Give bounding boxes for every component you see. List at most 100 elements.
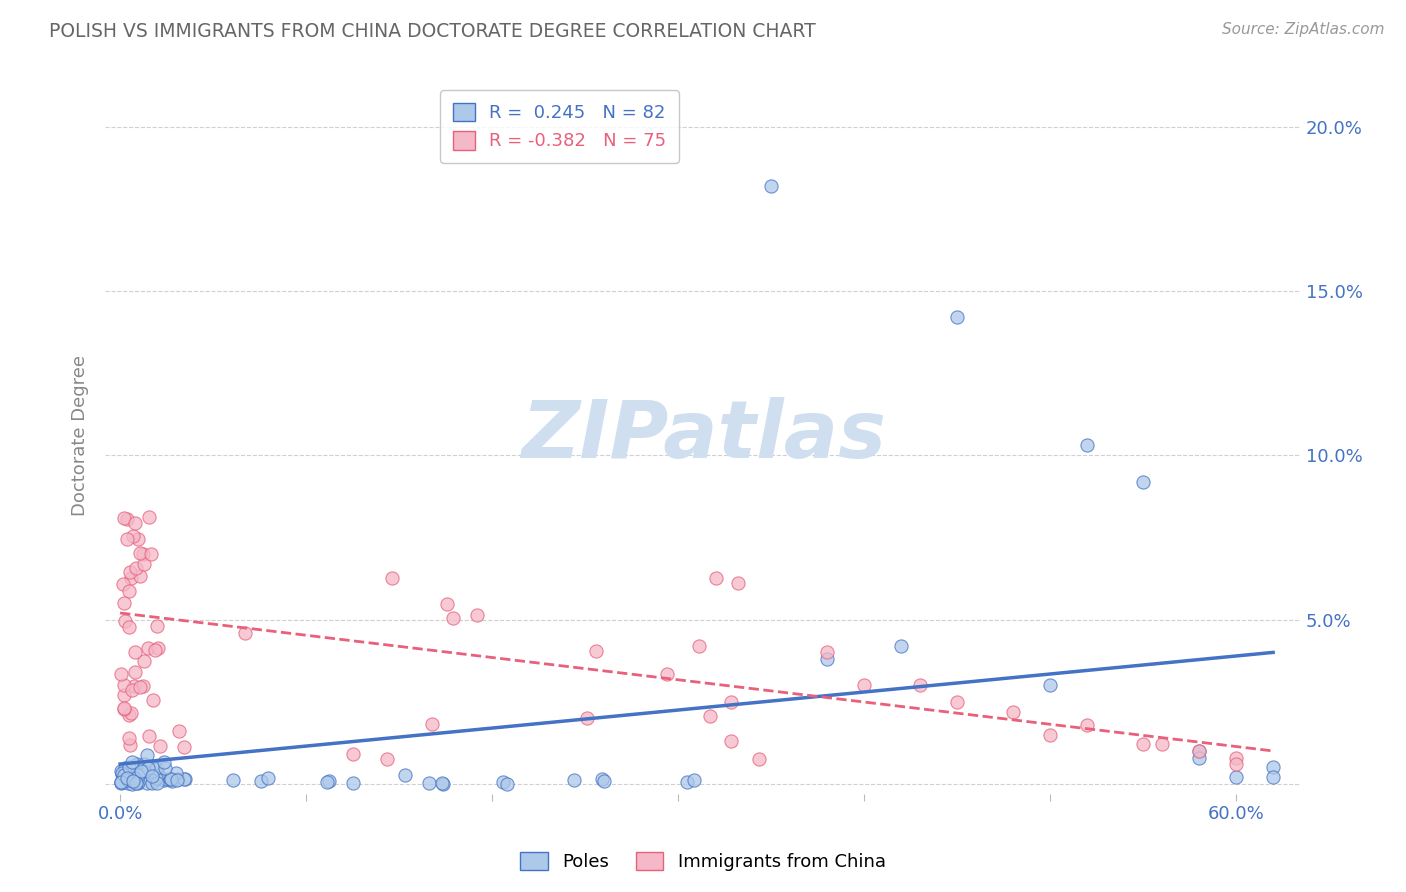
Point — [316, 774, 339, 789]
Text: POLISH VS IMMIGRANTS FROM CHINA DOCTORATE DEGREE CORRELATION CHART: POLISH VS IMMIGRANTS FROM CHINA DOCTORAT… — [49, 22, 815, 41]
Point — [173, 739, 195, 754]
Text: Source: ZipAtlas.com: Source: ZipAtlas.com — [1222, 22, 1385, 37]
Point — [128, 569, 150, 583]
Point — [134, 756, 156, 771]
Point — [143, 643, 166, 657]
Point — [127, 768, 149, 782]
Point — [146, 640, 169, 655]
Point — [136, 747, 159, 762]
Point — [727, 576, 749, 591]
Point — [141, 769, 163, 783]
Point — [127, 533, 149, 547]
Point — [153, 761, 176, 775]
Point — [720, 695, 742, 709]
Point — [115, 512, 138, 526]
Point — [704, 571, 727, 585]
Point — [432, 776, 454, 790]
Point — [174, 772, 197, 787]
Point — [699, 708, 721, 723]
Point — [136, 761, 159, 775]
Point — [129, 545, 152, 559]
Point — [112, 677, 135, 691]
Point — [124, 645, 146, 659]
Point — [160, 772, 183, 786]
Point — [655, 666, 678, 681]
Point — [125, 776, 148, 790]
Y-axis label: Doctorate Degree: Doctorate Degree — [72, 355, 89, 516]
Point — [1188, 744, 1211, 758]
Point — [131, 547, 153, 561]
Point — [441, 610, 464, 624]
Point — [117, 771, 139, 785]
Point — [1039, 678, 1062, 692]
Point — [688, 639, 710, 653]
Point — [257, 772, 280, 786]
Point — [1076, 438, 1098, 452]
Point — [142, 693, 165, 707]
Point — [122, 772, 145, 786]
Point — [117, 760, 139, 774]
Point — [683, 772, 706, 787]
Point — [436, 597, 458, 611]
Point — [117, 776, 139, 790]
Legend: R =  0.245   N = 82, R = -0.382   N = 75: R = 0.245 N = 82, R = -0.382 N = 75 — [440, 90, 679, 163]
Point — [117, 772, 139, 787]
Point — [121, 682, 143, 697]
Point — [127, 774, 149, 789]
Point — [118, 565, 141, 579]
Point — [233, 626, 256, 640]
Point — [118, 708, 141, 723]
Point — [946, 695, 969, 709]
Point — [122, 774, 145, 789]
Point — [759, 178, 782, 193]
Point — [155, 772, 177, 786]
Point — [112, 702, 135, 716]
Point — [124, 665, 146, 679]
Point — [110, 667, 132, 681]
Point — [160, 774, 183, 789]
Point — [120, 772, 142, 787]
Point — [111, 766, 134, 780]
Point — [112, 595, 135, 609]
Point — [159, 772, 181, 786]
Point — [145, 761, 167, 775]
Point — [1039, 727, 1062, 741]
Point — [112, 701, 135, 715]
Point — [127, 775, 149, 789]
Point — [342, 747, 364, 761]
Point — [141, 776, 163, 790]
Point — [1261, 770, 1284, 784]
Point — [145, 771, 167, 785]
Point — [146, 768, 169, 782]
Point — [118, 583, 141, 598]
Point — [110, 775, 132, 789]
Point — [153, 772, 176, 787]
Point — [165, 766, 187, 780]
Point — [120, 706, 142, 720]
Point — [1225, 770, 1247, 784]
Point — [128, 680, 150, 694]
Point — [432, 776, 454, 790]
Point — [1261, 760, 1284, 774]
Point — [153, 755, 176, 769]
Text: ZIPatlas: ZIPatlas — [520, 397, 886, 475]
Point — [146, 776, 169, 790]
Point — [418, 776, 440, 790]
Point — [146, 763, 169, 777]
Point — [121, 777, 143, 791]
Point — [118, 620, 141, 634]
Point — [467, 608, 489, 623]
Point — [394, 767, 416, 781]
Point — [381, 571, 404, 585]
Point — [124, 516, 146, 530]
Point — [134, 764, 156, 779]
Point — [136, 641, 159, 656]
Point — [815, 652, 838, 666]
Point — [139, 547, 162, 561]
Point — [375, 752, 398, 766]
Point — [1001, 705, 1024, 719]
Point — [166, 773, 188, 788]
Point — [125, 774, 148, 789]
Point — [562, 772, 585, 787]
Point — [136, 776, 159, 790]
